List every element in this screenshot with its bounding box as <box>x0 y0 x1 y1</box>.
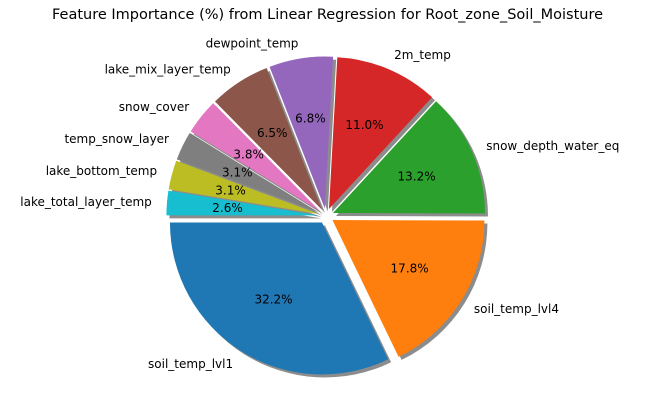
pct-label-temp-snow-layer: 3.1% <box>222 166 253 180</box>
pie-slice-soil-temp-lvl4 <box>332 220 485 357</box>
pie-slice-snow-depth-water-eq <box>332 101 485 214</box>
pct-label-snow-depth-water-eq: 13.2% <box>398 170 436 184</box>
slice-label-snow-cover: snow_cover <box>119 100 189 114</box>
slice-label-soil-temp-lvl1: soil_temp_lvl1 <box>148 357 233 371</box>
pie-slice-lake-bottom-temp <box>168 160 319 215</box>
pie-slice-2m-temp <box>328 57 433 210</box>
pie-slice-snow-cover <box>190 103 321 212</box>
pct-label-snow-cover: 3.8% <box>233 148 264 162</box>
pct-label-2m-temp: 11.0% <box>345 118 383 132</box>
pct-label-soil-temp-lvl1: 32.2% <box>254 293 292 307</box>
slice-label-lake-total-layer-temp: lake_total_layer_temp <box>20 195 152 209</box>
pie-slice-lake-total-layer-temp <box>166 190 319 216</box>
pct-label-soil-temp-lvl4: 17.8% <box>391 262 429 276</box>
pct-label-lake-total-layer-temp: 2.6% <box>212 201 243 215</box>
slice-label-lake-bottom-temp: lake_bottom_temp <box>46 164 157 178</box>
slice-label-lake-mix-layer-temp: lake_mix_layer_temp <box>105 62 231 76</box>
pct-label-lake-mix-layer-temp: 6.5% <box>257 126 288 140</box>
pie-slice-soil-temp-lvl1 <box>169 222 389 375</box>
slice-label-dewpoint-temp: dewpoint_temp <box>206 36 299 50</box>
slice-label-2m-temp: 2m_temp <box>394 48 451 62</box>
pct-label-lake-bottom-temp: 3.1% <box>215 184 246 198</box>
slice-label-snow-depth-water-eq: snow_depth_water_eq <box>486 139 619 153</box>
slice-label-temp-snow-layer: temp_snow_layer <box>64 132 169 146</box>
pie-slice-temp-snow-layer <box>176 132 320 213</box>
pct-label-dewpoint-temp: 6.8% <box>295 111 326 125</box>
pie-slice-dewpoint-temp <box>269 56 334 209</box>
pie-slice-lake-mix-layer-temp <box>214 68 322 210</box>
chart-title: Feature Importance (%) from Linear Regre… <box>51 7 604 23</box>
slice-label-soil-temp-lvl4: soil_temp_lvl4 <box>474 302 559 316</box>
